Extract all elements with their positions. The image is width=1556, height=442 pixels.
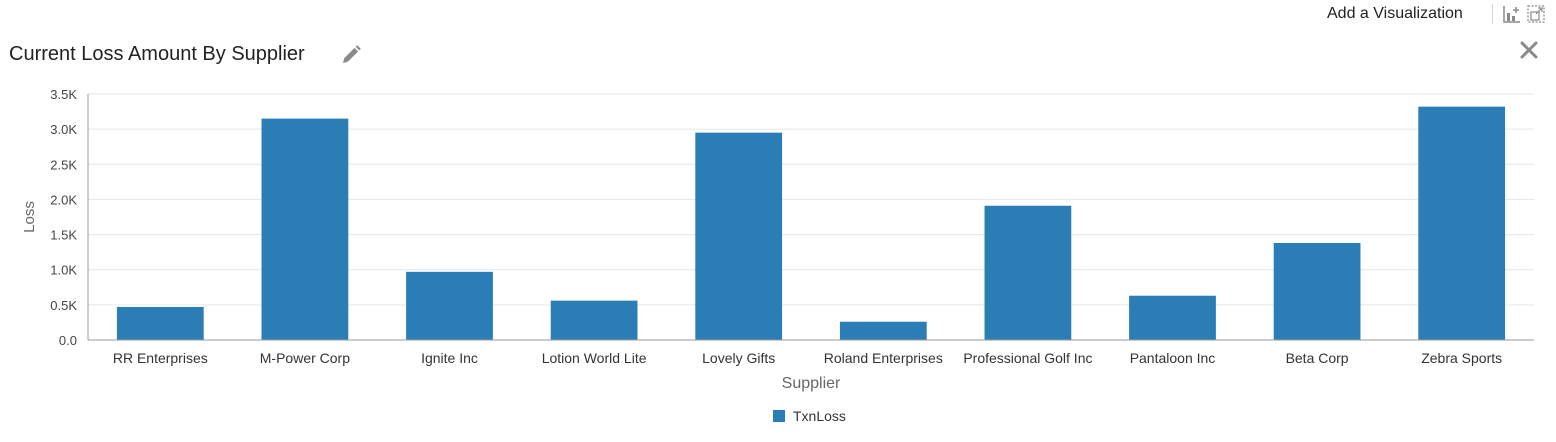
- y-tick-label: 3.0K: [50, 122, 77, 137]
- legend: TxnLoss: [773, 407, 846, 425]
- expand-icon[interactable]: [1526, 4, 1546, 24]
- x-tick-label: Zebra Sports: [1421, 350, 1502, 366]
- legend-swatch: [773, 409, 785, 422]
- legend-label: TxnLoss: [793, 407, 846, 424]
- pencil-icon[interactable]: [340, 44, 362, 66]
- add-chart-icon[interactable]: [1502, 4, 1522, 24]
- bar[interactable]: [116, 306, 204, 340]
- x-tick-label: RR Enterprises: [113, 350, 208, 366]
- x-tick-label: Roland Enterprises: [824, 350, 943, 366]
- x-tick-label: Lovely Gifts: [702, 350, 775, 366]
- bar[interactable]: [984, 205, 1072, 340]
- bars: [116, 106, 1506, 340]
- bar[interactable]: [839, 321, 927, 340]
- bar[interactable]: [1418, 106, 1506, 340]
- chart-title: Current Loss Amount By Supplier: [9, 43, 305, 65]
- y-tick-label: 3.5K: [50, 87, 77, 102]
- y-tick-label: 2.0K: [50, 192, 77, 207]
- y-axis-label: Loss: [21, 201, 38, 233]
- close-icon[interactable]: [1519, 40, 1539, 60]
- bar[interactable]: [1129, 295, 1216, 340]
- y-tick-label: 2.5K: [50, 157, 77, 172]
- x-axis-label: Supplier: [782, 375, 841, 392]
- bar[interactable]: [261, 118, 349, 340]
- x-tick-label: M-Power Corp: [260, 350, 350, 366]
- y-tick-label: 1.0K: [50, 263, 77, 278]
- y-tick-label: 0.0: [59, 333, 77, 348]
- bar[interactable]: [695, 132, 783, 340]
- x-tick-label: Lotion World Lite: [542, 350, 647, 366]
- y-tick-label: 0.5K: [50, 298, 77, 313]
- y-tick-label: 1.5K: [50, 228, 77, 243]
- bar[interactable]: [1273, 243, 1361, 340]
- add-visualization-button[interactable]: Add a Visualization: [1327, 5, 1463, 22]
- bar[interactable]: [550, 300, 638, 340]
- x-tick-label: Ignite Inc: [421, 350, 478, 366]
- x-tick-label: Beta Corp: [1286, 350, 1349, 366]
- x-tick-label: Professional Golf Inc: [963, 350, 1092, 366]
- toolbar: Add a Visualization: [0, 0, 1556, 30]
- axes: 0.0 0.5K 1.0K 1.5K 2.0K 2.5K 3.0K 3.5K RR Enterp…: [50, 87, 1534, 366]
- x-tick-label: Pantaloon Inc: [1130, 350, 1216, 366]
- toolbar-divider: [1492, 4, 1493, 24]
- bar[interactable]: [406, 271, 493, 340]
